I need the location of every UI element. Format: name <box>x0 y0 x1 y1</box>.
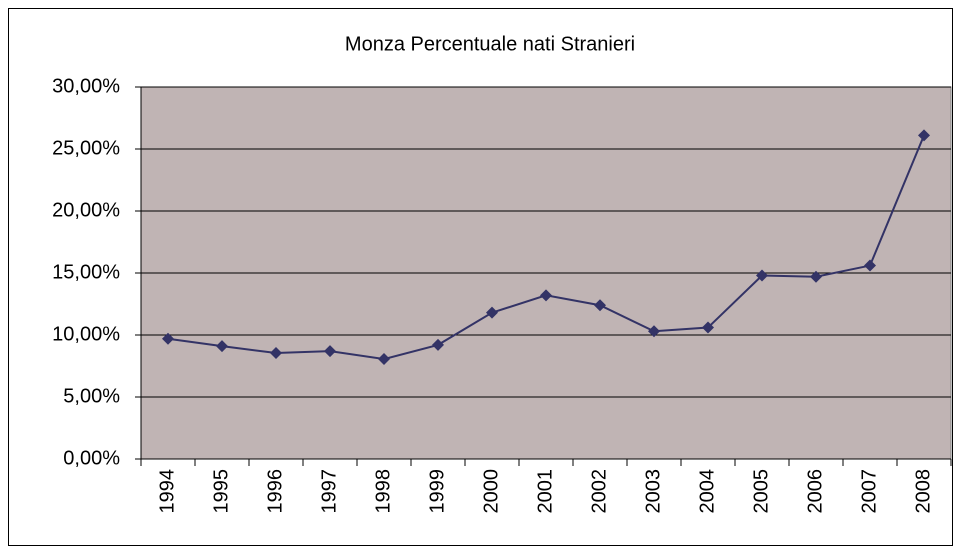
y-tick-label: 30,00% <box>52 75 120 97</box>
data-point <box>270 346 282 359</box>
x-tick-label: 2002 <box>588 469 610 514</box>
x-tick-label: 1999 <box>426 469 448 514</box>
data-point <box>432 338 444 351</box>
data-point <box>864 259 876 272</box>
x-tick-label: 2001 <box>534 469 556 514</box>
data-point <box>756 269 768 282</box>
x-tick-label: 1997 <box>318 469 340 514</box>
data-point <box>486 306 498 319</box>
x-tick-label: 2004 <box>696 469 718 514</box>
y-tick-label: 10,00% <box>52 323 120 345</box>
data-point <box>540 289 552 302</box>
y-tick-label: 0,00% <box>63 447 120 469</box>
data-point <box>324 345 336 358</box>
x-tick-label: 1996 <box>264 469 286 514</box>
data-point <box>216 340 228 353</box>
x-tick-label: 2008 <box>912 469 934 514</box>
data-point <box>810 270 822 283</box>
data-point <box>648 325 660 338</box>
x-tick-label: 1994 <box>156 469 178 514</box>
x-tick-label: 2003 <box>642 469 664 514</box>
chart-title: Monza Percentuale nati Stranieri <box>345 33 635 55</box>
data-point <box>594 299 606 312</box>
data-point <box>378 353 390 366</box>
x-tick-label: 2006 <box>804 469 826 514</box>
x-tick-label: 1995 <box>210 469 232 514</box>
x-tick-label: 1998 <box>372 469 394 514</box>
y-tick-label: 25,00% <box>52 137 120 159</box>
data-point <box>702 321 714 334</box>
x-tick-label: 2000 <box>480 469 502 514</box>
y-tick-label: 20,00% <box>52 199 120 221</box>
data-point <box>918 129 930 142</box>
data-point <box>162 332 174 345</box>
y-tick-label: 5,00% <box>63 385 120 407</box>
x-tick-label: 2007 <box>858 469 880 514</box>
x-tick-label: 2005 <box>750 469 772 514</box>
y-tick-label: 15,00% <box>52 261 120 283</box>
